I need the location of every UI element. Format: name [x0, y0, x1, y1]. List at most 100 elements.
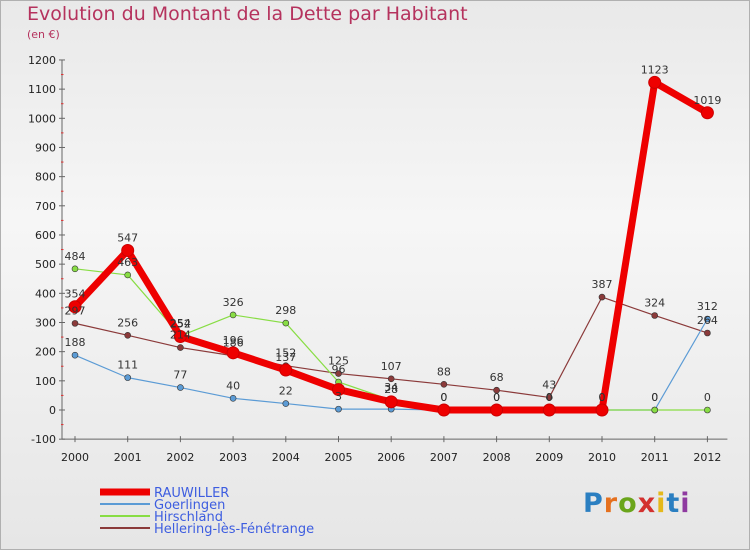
- data-label: 0: [493, 391, 500, 404]
- data-point: [124, 332, 131, 339]
- data-point: [437, 403, 451, 417]
- x-tick-label: 2004: [272, 451, 300, 464]
- data-label: 77: [173, 369, 187, 382]
- data-label: 107: [381, 360, 402, 373]
- data-label: 0: [651, 391, 658, 404]
- y-tick-label: 700: [35, 200, 56, 213]
- data-label: 1019: [693, 94, 721, 107]
- data-label: 0: [599, 391, 606, 404]
- y-tick-label: 100: [35, 375, 56, 388]
- data-point: [700, 106, 714, 120]
- data-point: [704, 406, 711, 414]
- x-tick-label: 2010: [588, 451, 616, 464]
- data-point: [545, 394, 553, 401]
- y-tick-label: 200: [35, 346, 56, 359]
- y-tick-label: 1100: [28, 83, 56, 96]
- data-label: 111: [117, 359, 138, 372]
- x-tick-label: 2001: [114, 451, 142, 464]
- data-label: 484: [65, 250, 86, 263]
- data-label: 354: [65, 288, 86, 301]
- data-label: 196: [223, 334, 244, 347]
- data-label: 0: [599, 391, 606, 404]
- data-label: 0: [651, 391, 658, 404]
- data-point: [387, 375, 395, 383]
- y-tick-label: 400: [35, 287, 56, 300]
- data-point: [71, 351, 79, 359]
- data-label: 298: [275, 304, 296, 317]
- data-point: [335, 405, 342, 413]
- y-tick-label: -100: [31, 433, 56, 446]
- chart-subtitle: (en €): [27, 28, 60, 41]
- x-tick-label: 2011: [641, 451, 669, 464]
- data-label: 256: [117, 316, 138, 329]
- data-point: [490, 403, 504, 417]
- data-point: [282, 400, 290, 407]
- data-label: 0: [440, 391, 447, 404]
- legend-label: RAUWILLER: [154, 486, 229, 501]
- data-point: [440, 381, 448, 388]
- data-label: 0: [546, 391, 553, 404]
- data-label: 3: [335, 390, 342, 403]
- chart-title: Evolution du Montant de la Dette par Hab…: [27, 3, 468, 25]
- y-tick-label: 800: [35, 171, 56, 184]
- x-tick-label: 2003: [219, 451, 247, 464]
- data-point: [542, 403, 556, 417]
- data-label: 88: [437, 365, 451, 378]
- legend-label: Goerlingen: [154, 498, 225, 513]
- data-label: 152: [275, 347, 296, 360]
- data-point: [121, 243, 135, 257]
- y-tick-label: 1200: [28, 54, 56, 67]
- y-tick-label: 0: [49, 404, 56, 417]
- data-label: 1123: [641, 63, 669, 76]
- y-tick-label: 500: [35, 258, 56, 271]
- data-label: 137: [275, 351, 296, 364]
- data-point: [651, 406, 659, 414]
- data-label: 0: [493, 391, 500, 404]
- x-tick-label: 2005: [325, 451, 353, 464]
- data-point: [648, 75, 662, 89]
- data-point: [226, 346, 240, 360]
- x-tick-label: 2002: [166, 451, 194, 464]
- data-label: 68: [490, 371, 504, 384]
- data-label: 28: [384, 383, 398, 396]
- data-label: 326: [223, 296, 244, 309]
- data-label: 34: [384, 381, 398, 394]
- data-label: 125: [328, 355, 349, 368]
- data-point: [279, 363, 293, 377]
- data-label: 547: [117, 231, 138, 244]
- data-point: [71, 265, 79, 273]
- data-label: 264: [697, 314, 718, 327]
- x-tick-label: 2012: [693, 451, 721, 464]
- data-point: [282, 319, 290, 327]
- proxiti-logo: Proxiti: [583, 488, 691, 519]
- data-label: 0: [704, 391, 711, 404]
- data-label: 96: [332, 363, 346, 376]
- data-point: [595, 403, 609, 417]
- data-point: [332, 383, 345, 397]
- data-label: 252: [170, 317, 191, 330]
- data-label: 463: [117, 256, 138, 269]
- data-point: [177, 344, 184, 351]
- data-label: 0: [440, 391, 447, 404]
- legend-label: Hirschland: [154, 510, 223, 525]
- data-label: 0: [546, 391, 553, 404]
- x-tick-label: 2006: [377, 451, 405, 464]
- data-label: 214: [170, 329, 191, 342]
- data-point: [651, 312, 659, 319]
- x-tick-label: 2000: [61, 451, 89, 464]
- data-point: [229, 311, 237, 319]
- y-tick-label: 1000: [28, 112, 56, 125]
- data-point: [335, 370, 342, 377]
- legend-label: Hellering-lès-Fénétrange: [154, 522, 314, 537]
- data-point: [229, 395, 237, 402]
- data-point: [173, 329, 187, 343]
- data-label: 324: [644, 296, 665, 309]
- y-tick-label: 900: [35, 141, 56, 154]
- data-label: 297: [65, 304, 86, 317]
- data-point: [704, 315, 711, 323]
- data-label: 22: [279, 385, 293, 398]
- data-label: 254: [170, 317, 191, 330]
- data-point: [68, 300, 82, 314]
- data-point: [177, 384, 184, 391]
